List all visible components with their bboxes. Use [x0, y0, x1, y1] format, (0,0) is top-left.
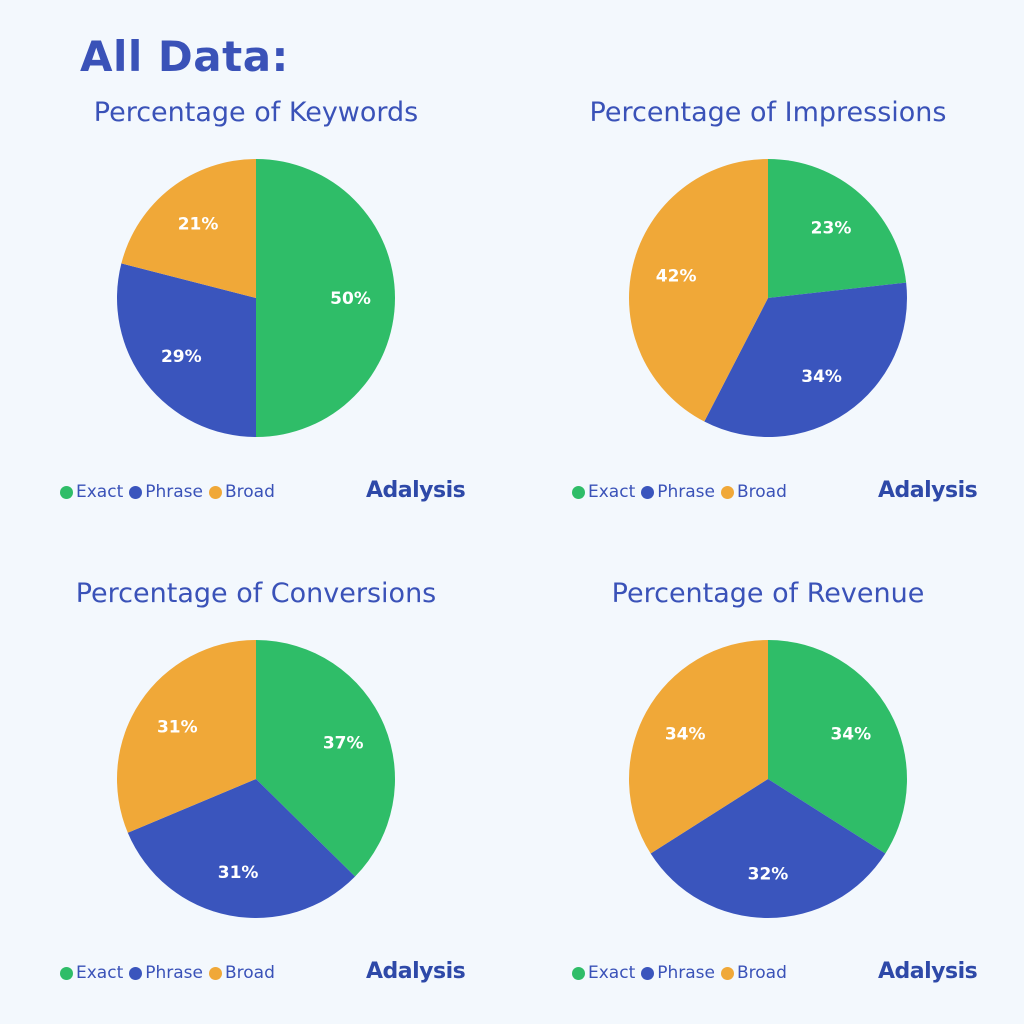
- legend-label: Broad: [736, 963, 787, 983]
- legend-dot-icon: [572, 485, 585, 499]
- adalysis-logo: Adalysis: [878, 478, 978, 503]
- slice-label-exact: 34%: [830, 724, 871, 744]
- chart-panel-revenue: Percentage of Revenue 34% 32% 34% Exact Phras…: [512, 481, 1024, 984]
- legend: Exact Phrase Broad: [572, 482, 793, 502]
- slice-label-phrase: 32%: [748, 865, 789, 885]
- legend-item-exact: Exact: [60, 963, 123, 983]
- legend-dot-icon: [572, 966, 585, 980]
- legend-label: Exact: [588, 482, 636, 502]
- legend-label: Broad: [224, 482, 275, 502]
- legend-item-broad: Broad: [208, 482, 275, 502]
- slice-label-exact: 23%: [811, 219, 852, 239]
- legend-dot-icon: [60, 966, 73, 980]
- legend-item-broad: Broad: [720, 963, 787, 983]
- legend-label: Exact: [76, 482, 124, 502]
- legend-item-phrase: Phrase: [129, 963, 203, 983]
- adalysis-logo: Adalysis: [878, 959, 978, 984]
- pie-slice-phrase: [650, 779, 886, 918]
- slice-label-phrase: 29%: [161, 347, 202, 367]
- pie-slice-broad: [629, 159, 768, 422]
- legend-dot-icon: [641, 966, 655, 980]
- pie-chart: 37% 31% 31%: [117, 640, 395, 918]
- chart-panel-impressions: Percentage of Impressions 23% 34% 42% Exact P…: [512, 0, 1024, 503]
- slice-label-broad: 42%: [656, 267, 697, 287]
- pie-slice-broad: [121, 159, 256, 298]
- pie-slice-exact: [256, 159, 395, 437]
- slice-label-broad: 34%: [665, 724, 706, 744]
- page-title: All Data:: [80, 32, 289, 81]
- slice-label-broad: 21%: [178, 214, 219, 234]
- legend-item-exact: Exact: [60, 482, 123, 502]
- pie-slice-exact: [256, 640, 395, 877]
- legend-item-phrase: Phrase: [641, 482, 715, 502]
- legend-dot-icon: [129, 966, 143, 980]
- pie-slice-exact: [768, 640, 907, 854]
- slice-label-broad: 31%: [157, 718, 198, 738]
- slice-label-exact: 50%: [330, 289, 371, 309]
- legend-dot-icon: [720, 966, 734, 980]
- legend-label: Phrase: [657, 963, 715, 983]
- legend-label: Phrase: [145, 482, 203, 502]
- legend-label: Broad: [736, 482, 787, 502]
- legend-item-exact: Exact: [572, 482, 635, 502]
- pie-chart: 50% 29% 21%: [117, 159, 395, 437]
- legend-dot-icon: [60, 485, 73, 499]
- legend: Exact Phrase Broad: [60, 482, 281, 502]
- legend-item-exact: Exact: [572, 963, 635, 983]
- legend-label: Phrase: [657, 482, 715, 502]
- legend: Exact Phrase Broad: [572, 963, 793, 983]
- chart-title: Percentage of Revenue: [611, 578, 925, 609]
- slice-label-phrase: 34%: [801, 367, 842, 387]
- pie-chart: 34% 32% 34%: [629, 640, 907, 918]
- slice-label-phrase: 31%: [218, 863, 259, 883]
- pie-slice-phrase: [127, 779, 356, 918]
- legend-item-broad: Broad: [720, 482, 787, 502]
- chart-title: Percentage of Keywords: [93, 97, 419, 128]
- chart-panel-conversions: Percentage of Conversions 37% 31% 31% Exact P…: [0, 481, 512, 984]
- pie-slice-broad: [629, 640, 768, 854]
- chart-panel-keywords: Percentage of Keywords 50% 29% 21% Exact Phra…: [0, 0, 512, 503]
- legend-label: Phrase: [145, 963, 203, 983]
- legend-dot-icon: [208, 485, 222, 499]
- pie-slice-exact: [768, 159, 907, 298]
- legend-item-phrase: Phrase: [129, 482, 203, 502]
- legend-item-broad: Broad: [208, 963, 275, 983]
- legend-dot-icon: [208, 966, 222, 980]
- legend-label: Broad: [224, 963, 275, 983]
- pie-slice-broad: [117, 640, 257, 833]
- adalysis-logo: Adalysis: [366, 959, 466, 984]
- pie-slice-phrase: [704, 282, 907, 438]
- slice-label-exact: 37%: [323, 733, 364, 753]
- legend: Exact Phrase Broad: [60, 963, 281, 983]
- pie-slice-phrase: [117, 263, 256, 437]
- adalysis-logo: Adalysis: [366, 478, 466, 503]
- legend-dot-icon: [129, 485, 143, 499]
- legend-dot-icon: [641, 485, 655, 499]
- pie-chart: 23% 34% 42%: [629, 159, 907, 438]
- chart-title: Percentage of Conversions: [75, 578, 437, 609]
- legend-label: Exact: [76, 963, 124, 983]
- legend-label: Exact: [588, 963, 636, 983]
- chart-title: Percentage of Impressions: [589, 97, 947, 128]
- legend-item-phrase: Phrase: [641, 963, 715, 983]
- legend-dot-icon: [720, 485, 734, 499]
